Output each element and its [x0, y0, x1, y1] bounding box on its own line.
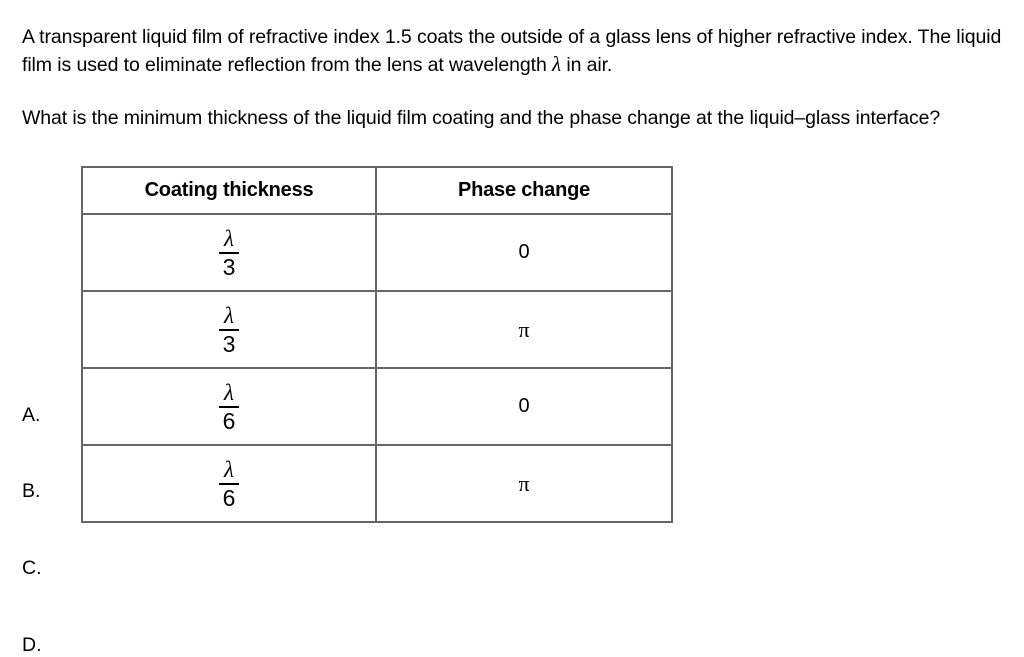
fraction-numerator: λ — [224, 457, 234, 482]
column-header-phase-change: Phase change — [375, 166, 673, 215]
cell-thickness-d: λ 6 — [81, 444, 377, 523]
column-header-coating-thickness: Coating thickness — [81, 166, 377, 215]
stem-text-after-lambda: in air. — [561, 53, 613, 76]
option-letter-a: A. — [22, 404, 41, 426]
question-stem-paragraph-1: A transparent liquid film of refractive … — [22, 24, 1012, 79]
question-stem-paragraph-2: What is the minimum thickness of the liq… — [22, 106, 941, 129]
cell-phase-d: π — [375, 444, 673, 523]
fraction-lambda-over-6: λ 6 — [217, 458, 242, 510]
fraction-numerator: λ — [224, 303, 234, 328]
cell-phase-a: 0 — [375, 213, 673, 292]
cell-thickness-a: λ 3 — [81, 213, 377, 292]
fraction-denominator: 6 — [222, 408, 236, 434]
fraction-lambda-over-6: λ 6 — [217, 381, 242, 433]
cell-phase-c: 0 — [375, 367, 673, 446]
fraction-lambda-over-3: λ 3 — [217, 227, 242, 279]
fraction-numerator: λ — [224, 226, 234, 251]
option-letter-d: D. — [22, 634, 42, 656]
table-row[interactable]: λ 6 π — [81, 444, 673, 523]
lambda-symbol: λ — [552, 51, 562, 76]
fraction-denominator: 6 — [222, 485, 236, 511]
table-row[interactable]: λ 6 0 — [81, 367, 673, 446]
fraction-lambda-over-3: λ 3 — [217, 304, 242, 356]
table-row[interactable]: λ 3 π — [81, 290, 673, 369]
phase-change-value: 0 — [518, 241, 530, 263]
answer-options-table: Coating thickness Phase change λ 3 0 — [81, 166, 673, 523]
phase-change-value: π — [518, 316, 530, 342]
cell-thickness-b: λ 3 — [81, 290, 377, 369]
fraction-bar — [218, 483, 240, 485]
table-row[interactable]: λ 3 0 — [81, 213, 673, 292]
option-letter-b: B. — [22, 480, 41, 502]
phase-change-value: π — [518, 470, 530, 496]
fraction-bar — [218, 329, 240, 331]
option-letter-c: C. — [22, 557, 42, 579]
fraction-numerator: λ — [224, 380, 234, 405]
question-page: A transparent liquid film of refractive … — [22, 24, 1012, 657]
fraction-denominator: 3 — [222, 331, 236, 357]
cell-phase-b: π — [375, 290, 673, 369]
fraction-bar — [218, 252, 240, 254]
fraction-bar — [218, 406, 240, 408]
table-header-row: Coating thickness Phase change — [81, 166, 673, 215]
fraction-denominator: 3 — [222, 254, 236, 280]
phase-change-value: 0 — [518, 395, 530, 417]
stem-text-before-lambda: A transparent liquid film of refractive … — [22, 25, 1002, 76]
cell-thickness-c: λ 6 — [81, 367, 377, 446]
